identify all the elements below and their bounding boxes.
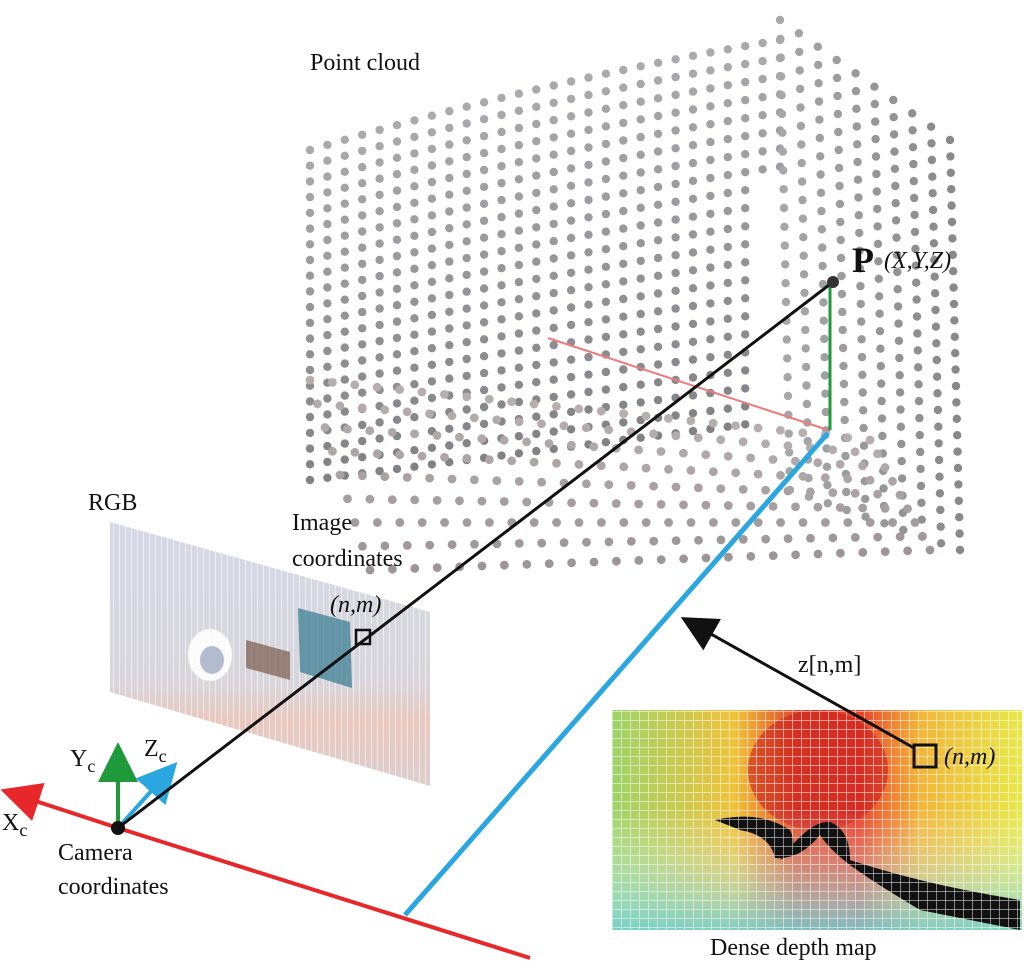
projection-ray — [117, 280, 834, 830]
depth-point-label: (n,m) — [944, 744, 995, 770]
z-axis-label: Zc — [144, 736, 167, 766]
rgb-label: RGB — [88, 490, 137, 516]
x-axis-arrow — [0, 782, 119, 830]
image-pixel-box — [354, 628, 372, 646]
rgb-image-plane — [110, 522, 430, 786]
x-axis-label: Xc — [2, 810, 27, 840]
depth-pixel-box — [912, 743, 938, 769]
camera-origin — [111, 821, 125, 835]
dense-depth-map — [612, 710, 1022, 930]
cyan-depth-line — [403, 431, 830, 917]
cloud-red-line — [547, 337, 829, 431]
camera-coordinates-label-2: coordinates — [58, 874, 169, 900]
image-coordinates-label-2: coordinates — [292, 546, 403, 572]
x-axis-line — [117, 826, 531, 960]
z-axis-arrow — [116, 762, 178, 830]
point-cloud-label: Point cloud — [310, 50, 420, 76]
y-axis-label: Yc — [70, 746, 95, 776]
dense-depth-map-label: Dense depth map — [710, 935, 877, 960]
point-p-label: P — [852, 240, 874, 280]
point-p-coords: (X,Y,Z) — [884, 248, 951, 274]
camera-coordinates-label-1: Camera — [58, 840, 133, 866]
point-cloud — [305, 15, 965, 575]
image-coordinates-label-1: Image — [292, 510, 352, 536]
depth-lookup-arrow — [680, 617, 915, 750]
depth-value-label: z[n,m] — [798, 652, 861, 678]
image-point-label: (n,m) — [330, 592, 381, 618]
point-p-marker — [827, 276, 839, 288]
